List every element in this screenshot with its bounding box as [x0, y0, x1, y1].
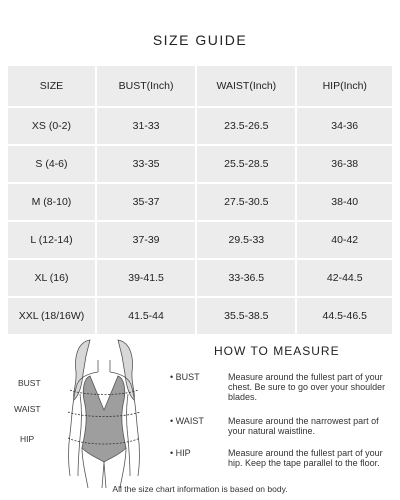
cell-size: S (4-6): [8, 146, 95, 182]
cell-bust: 35-37: [96, 184, 196, 220]
header-hip: HIP(Inch): [297, 66, 392, 106]
header-waist: WAIST(Inch): [197, 66, 296, 106]
cell-hip: 44.5-46.5: [297, 298, 392, 334]
table-row: M (8-10) 35-37 27.5-30.5 38-40: [8, 184, 392, 220]
figure-label-waist: WAIST: [14, 404, 41, 414]
cell-waist: 25.5-28.5: [197, 146, 296, 182]
table-row: L (12-14) 37-39 29.5-33 40-42: [8, 222, 392, 258]
measure-description: Measure around the narrowest part of you…: [228, 416, 379, 436]
measure-label: • BUST: [170, 372, 200, 382]
cell-bust: 39-41.5: [96, 260, 196, 296]
cell-bust: 37-39: [96, 222, 196, 258]
cell-waist: 33-36.5: [197, 260, 296, 296]
header-bust: BUST(Inch): [96, 66, 196, 106]
cell-waist: 29.5-33: [197, 222, 296, 258]
table-row: XS (0-2) 31-33 23.5-26.5 34-36: [8, 108, 392, 144]
table-row: XXL (18/16W) 41.5-44 35.5-38.5 44.5-46.5: [8, 298, 392, 334]
measure-description: Measure around the fullest part of your …: [228, 448, 383, 468]
cell-waist: 23.5-26.5: [197, 108, 296, 144]
cell-size: M (8-10): [8, 184, 95, 220]
table-row: XL (16) 39-41.5 33-36.5 42-44.5: [8, 260, 392, 296]
measure-description: Measure around the fullest part of your …: [228, 372, 386, 402]
figure-label-bust: BUST: [18, 378, 41, 388]
how-to-measure-title: HOW TO MEASURE: [214, 344, 340, 358]
cell-size: XL (16): [8, 260, 95, 296]
table-row: S (4-6) 33-35 25.5-28.5 36-38: [8, 146, 392, 182]
cell-bust: 31-33: [96, 108, 196, 144]
cell-hip: 38-40: [297, 184, 392, 220]
measure-label: • HIP: [170, 448, 191, 458]
cell-waist: 27.5-30.5: [197, 184, 296, 220]
body-figure-icon: [67, 339, 141, 489]
cell-bust: 41.5-44: [96, 298, 196, 334]
footer-note: All the size chart information is based …: [112, 484, 288, 494]
cell-size: L (12-14): [8, 222, 95, 258]
cell-bust: 33-35: [96, 146, 196, 182]
cell-hip: 42-44.5: [297, 260, 392, 296]
table-header-row: SIZE BUST(Inch) WAIST(Inch) HIP(Inch): [8, 66, 392, 106]
cell-hip: 36-38: [297, 146, 392, 182]
body-figure-illustration: BUST WAIST HIP: [14, 338, 178, 489]
header-size: SIZE: [8, 66, 95, 106]
size-table: SIZE BUST(Inch) WAIST(Inch) HIP(Inch) XS…: [6, 64, 394, 336]
measure-label: • WAIST: [170, 416, 204, 426]
cell-hip: 40-42: [297, 222, 392, 258]
cell-size: XS (0-2): [8, 108, 95, 144]
cell-hip: 34-36: [297, 108, 392, 144]
figure-label-hip: HIP: [20, 434, 35, 444]
cell-waist: 35.5-38.5: [197, 298, 296, 334]
page-title: SIZE GUIDE: [152, 32, 248, 48]
cell-size: XXL (18/16W): [8, 298, 95, 334]
